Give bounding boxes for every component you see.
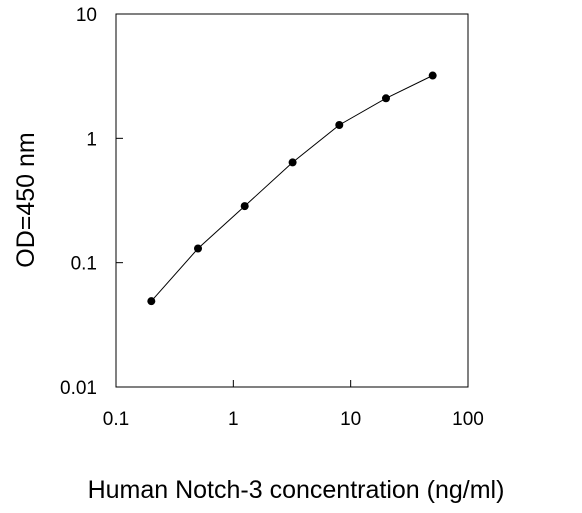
data-point [288,158,297,167]
plot-area [115,13,469,388]
x-tick-label: 0.1 [103,409,129,430]
data-point [240,202,249,211]
x-tick-label: 10 [340,409,361,430]
data-point [428,71,437,80]
series-line [150,75,433,302]
y-tick-label: 1 [86,129,97,150]
x-axis: 0.1 1 10 100 [103,380,484,430]
y-tick-label: 0.01 [60,378,97,399]
series-layer [147,71,437,306]
y-axis: 0.01 0.1 1 10 [60,5,123,399]
y-axis-title: OD=450 nm [12,132,40,268]
data-point [335,121,344,130]
x-tick-label: 1 [228,409,239,430]
data-point [147,297,156,306]
data-point [381,94,390,103]
x-axis-title: Human Notch-3 concentration (ng/ml) [88,476,505,504]
data-point [194,244,203,253]
x-tick-label: 100 [452,409,484,430]
y-tick-label: 10 [76,5,97,26]
y-tick-label: 0.1 [71,254,97,275]
